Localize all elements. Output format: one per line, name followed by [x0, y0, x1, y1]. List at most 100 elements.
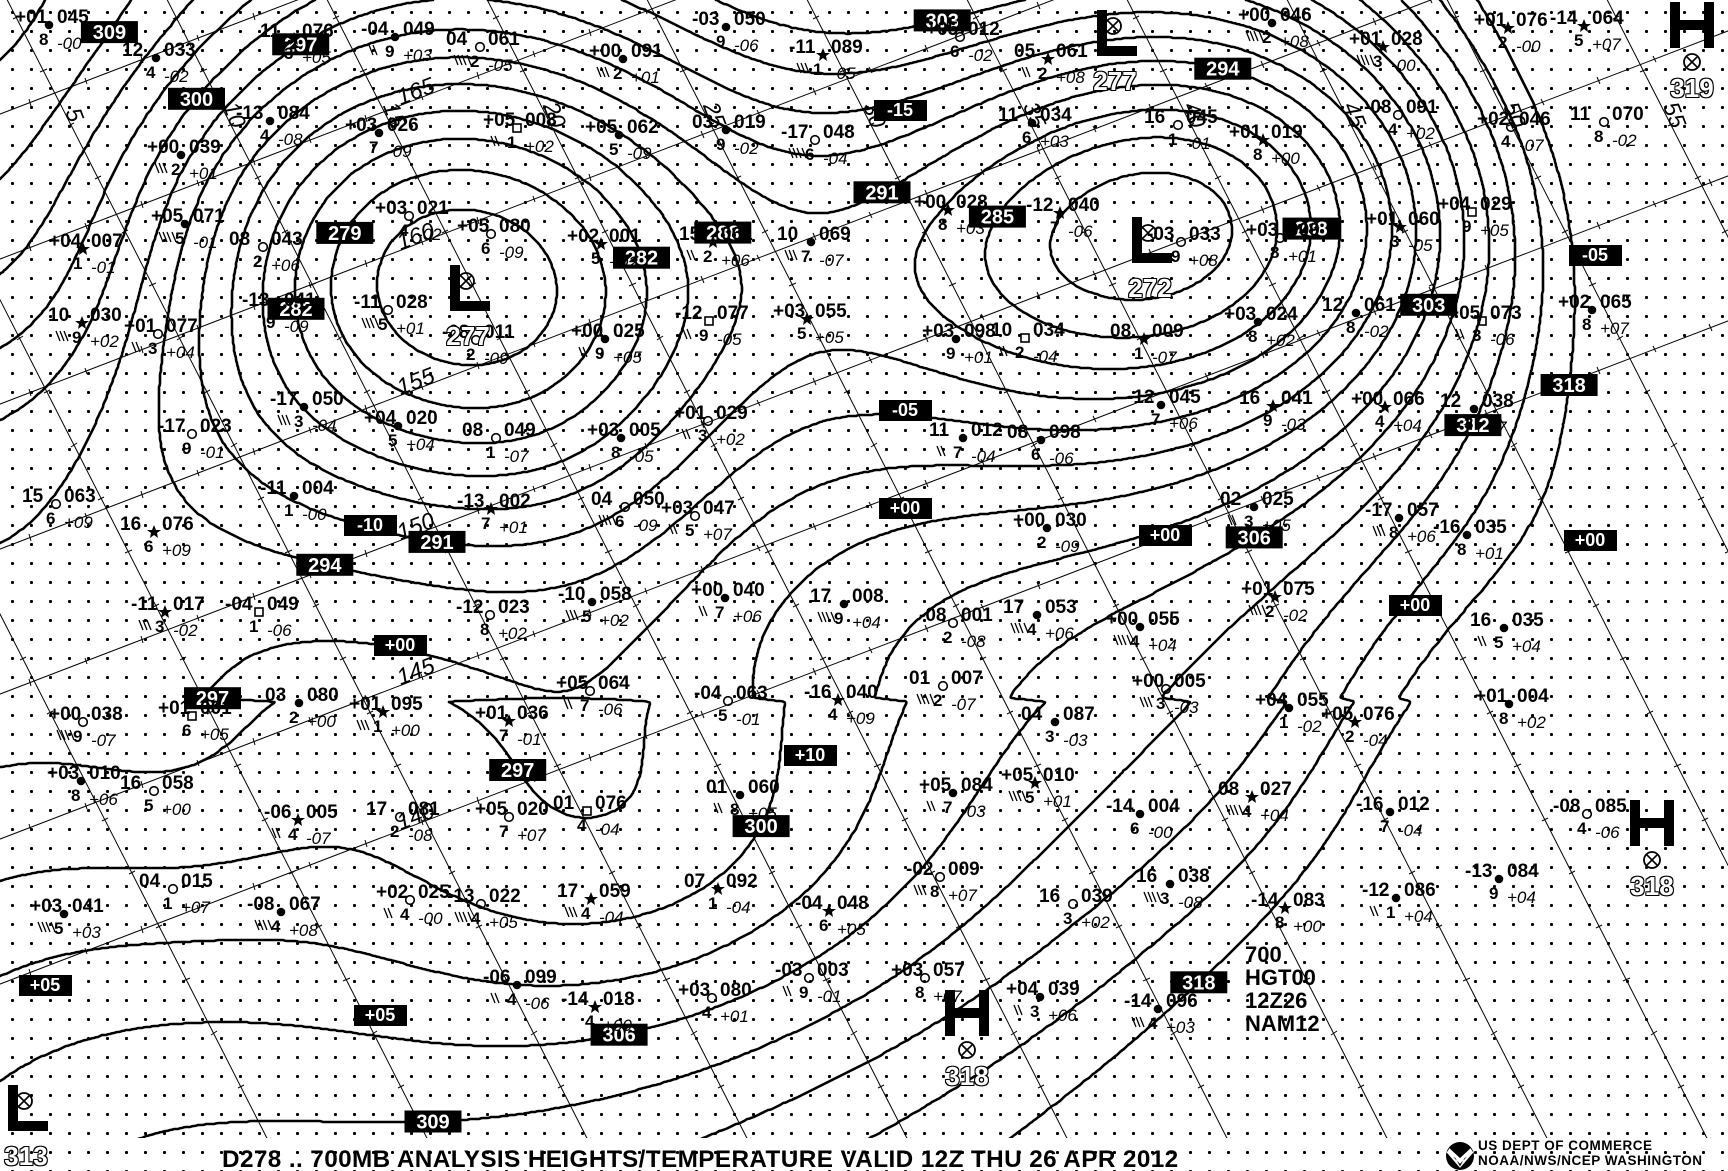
- svg-text:-12: -12: [456, 597, 483, 618]
- svg-text:-04: -04: [595, 820, 620, 839]
- svg-text:-02: -02: [734, 139, 759, 158]
- svg-text:+03: +03: [891, 960, 923, 981]
- svg-text:297: 297: [501, 760, 534, 782]
- svg-text:+08: +08: [1056, 68, 1085, 87]
- svg-text:035: 035: [1512, 610, 1544, 631]
- svg-text:002: 002: [499, 491, 531, 512]
- svg-text:+03: +03: [72, 923, 101, 942]
- svg-text:8: 8: [730, 800, 739, 819]
- svg-text:-02: -02: [417, 225, 442, 244]
- svg-text:16: 16: [120, 773, 141, 794]
- svg-text:6: 6: [481, 239, 490, 258]
- svg-text:HGT00: HGT00: [1245, 965, 1316, 990]
- svg-text:+02: +02: [1406, 124, 1435, 143]
- svg-text:12: 12: [122, 40, 143, 61]
- svg-text:+09: +09: [162, 541, 191, 560]
- svg-text:+00: +00: [1400, 595, 1431, 615]
- svg-text:9: 9: [799, 983, 808, 1002]
- svg-text:-05: -05: [892, 400, 918, 420]
- svg-text:001: 001: [200, 698, 232, 719]
- svg-text:010: 010: [89, 763, 121, 784]
- svg-text:-04: -04: [795, 893, 823, 914]
- svg-text:7: 7: [499, 726, 508, 745]
- svg-text:067: 067: [289, 894, 321, 915]
- svg-text:-08: -08: [961, 632, 986, 651]
- svg-text:-12: -12: [1362, 880, 1389, 901]
- svg-text:10: 10: [777, 224, 798, 245]
- svg-text:318: 318: [945, 1061, 988, 1091]
- svg-text:063: 063: [736, 683, 768, 704]
- svg-text:9: 9: [385, 42, 394, 61]
- svg-text:084: 084: [1507, 861, 1539, 882]
- svg-text:039: 039: [1048, 979, 1080, 1000]
- svg-text:033: 033: [1189, 224, 1221, 245]
- svg-text:-04: -04: [1033, 347, 1058, 366]
- svg-text:025: 025: [1262, 489, 1294, 510]
- svg-text:+07: +07: [181, 898, 210, 917]
- svg-text:+00: +00: [1293, 917, 1322, 936]
- svg-text:03: 03: [692, 112, 713, 133]
- svg-text:+02: +02: [1517, 713, 1546, 732]
- svg-text:-03: -03: [775, 960, 802, 981]
- svg-text:041: 041: [72, 896, 104, 917]
- svg-text:-06: -06: [1490, 330, 1515, 349]
- svg-text:-15: -15: [887, 100, 913, 120]
- svg-text:4: 4: [1501, 132, 1511, 151]
- svg-text:+06: +06: [1169, 414, 1198, 433]
- svg-text:2: 2: [1262, 28, 1271, 47]
- svg-text:003: 003: [817, 960, 849, 981]
- svg-text:-05: -05: [488, 56, 513, 75]
- svg-text:+05: +05: [302, 48, 331, 67]
- svg-text:-08: -08: [1178, 893, 1203, 912]
- svg-text:1: 1: [73, 254, 82, 273]
- svg-text:7: 7: [369, 138, 378, 157]
- svg-text:9: 9: [595, 344, 604, 363]
- svg-text:-08: -08: [278, 130, 303, 149]
- svg-text:15: 15: [22, 486, 44, 507]
- svg-text:+07: +07: [703, 525, 732, 544]
- svg-text:6: 6: [182, 721, 191, 740]
- svg-text:007: 007: [91, 231, 123, 252]
- svg-text:+01: +01: [15, 7, 48, 28]
- svg-text:-02: -02: [1612, 131, 1637, 150]
- svg-text:08: 08: [462, 420, 483, 441]
- svg-text:+06: +06: [1407, 527, 1436, 546]
- svg-text:-06: -06: [483, 967, 510, 988]
- svg-text:+00: +00: [1575, 530, 1606, 550]
- svg-text:012: 012: [971, 420, 1003, 441]
- svg-text:+01: +01: [964, 348, 993, 367]
- svg-text:6: 6: [819, 916, 828, 935]
- svg-text:5: 5: [388, 431, 397, 450]
- svg-text:-06: -06: [1068, 222, 1093, 241]
- svg-text:080: 080: [720, 980, 752, 1001]
- svg-text:096: 096: [1166, 991, 1198, 1012]
- svg-text:057: 057: [933, 960, 965, 981]
- svg-text:3: 3: [1160, 889, 1169, 908]
- svg-text:4: 4: [1577, 819, 1587, 838]
- svg-text:8: 8: [1248, 327, 1257, 346]
- svg-text:US DEPT OF COMMERCE: US DEPT OF COMMERCE: [1478, 1138, 1653, 1153]
- svg-text:080: 080: [499, 216, 531, 237]
- svg-text:+01: +01: [1288, 247, 1317, 266]
- svg-text:318: 318: [1630, 871, 1673, 901]
- svg-text:001: 001: [961, 605, 993, 626]
- svg-text:-02: -02: [164, 67, 189, 86]
- svg-text:7: 7: [943, 798, 952, 817]
- svg-text:062: 062: [627, 117, 659, 138]
- svg-text:+01: +01: [1349, 29, 1382, 50]
- svg-text:012: 012: [968, 19, 1000, 40]
- svg-text:5: 5: [1494, 633, 1503, 652]
- svg-text:+07: +07: [517, 826, 546, 845]
- svg-text:-03: -03: [1147, 224, 1174, 245]
- svg-text:8: 8: [930, 882, 939, 901]
- svg-text:009: 009: [948, 859, 980, 880]
- svg-text:-00: -00: [1148, 823, 1173, 842]
- svg-text:5: 5: [797, 324, 806, 343]
- svg-text:+10: +10: [795, 745, 826, 765]
- svg-text:+05: +05: [585, 117, 618, 138]
- svg-text:-11: -11: [789, 37, 816, 58]
- svg-text:294: 294: [308, 555, 342, 577]
- svg-text:+08: +08: [1280, 32, 1309, 51]
- svg-text:050: 050: [633, 489, 665, 510]
- svg-text:4: 4: [702, 1003, 712, 1022]
